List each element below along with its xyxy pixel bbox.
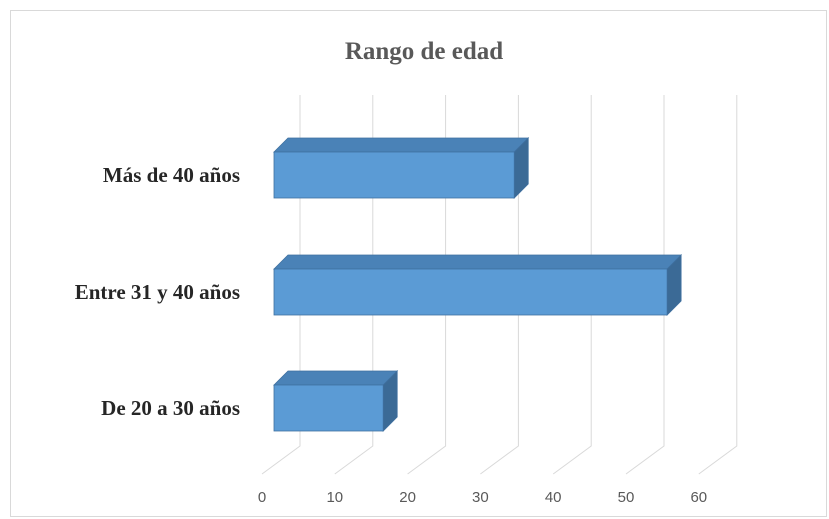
gridline-40	[552, 95, 592, 475]
bar-top-face	[273, 137, 530, 153]
gridlines	[261, 95, 738, 475]
gridline-50	[625, 95, 665, 475]
category-label: Entre 31 y 40 años	[75, 280, 240, 304]
bar-top-face	[273, 370, 399, 386]
x-tick-label: 60	[690, 489, 707, 506]
gridline-60	[698, 95, 738, 475]
x-tick-label: 20	[399, 489, 416, 506]
bars	[273, 137, 683, 432]
bar-front-face	[273, 268, 668, 316]
x-tick-label: 30	[472, 489, 489, 506]
gridline-0	[261, 95, 301, 475]
chart-title: Rango de edad	[345, 38, 503, 65]
bar-front-face	[273, 151, 515, 199]
bar	[273, 137, 530, 199]
category-label: De 20 a 30 años	[101, 396, 240, 420]
bar	[273, 254, 683, 316]
x-tick-label: 0	[258, 489, 266, 506]
x-tick-label: 10	[326, 489, 343, 506]
bar-top-face	[273, 254, 683, 270]
bar	[273, 370, 399, 432]
category-label: Más de 40 años	[103, 163, 240, 187]
gridline-20	[407, 95, 447, 475]
bar-front-face	[273, 384, 384, 432]
gridline-10	[334, 95, 374, 475]
gridline-30	[480, 95, 519, 475]
x-tick-label: 40	[545, 489, 562, 506]
category-labels: De 20 a 30 años Entre 31 y 40 años Más de …	[75, 163, 240, 420]
x-axis-tick-labels: 0 10 20 30 40 50 60	[258, 489, 707, 506]
x-tick-label: 50	[618, 489, 635, 506]
